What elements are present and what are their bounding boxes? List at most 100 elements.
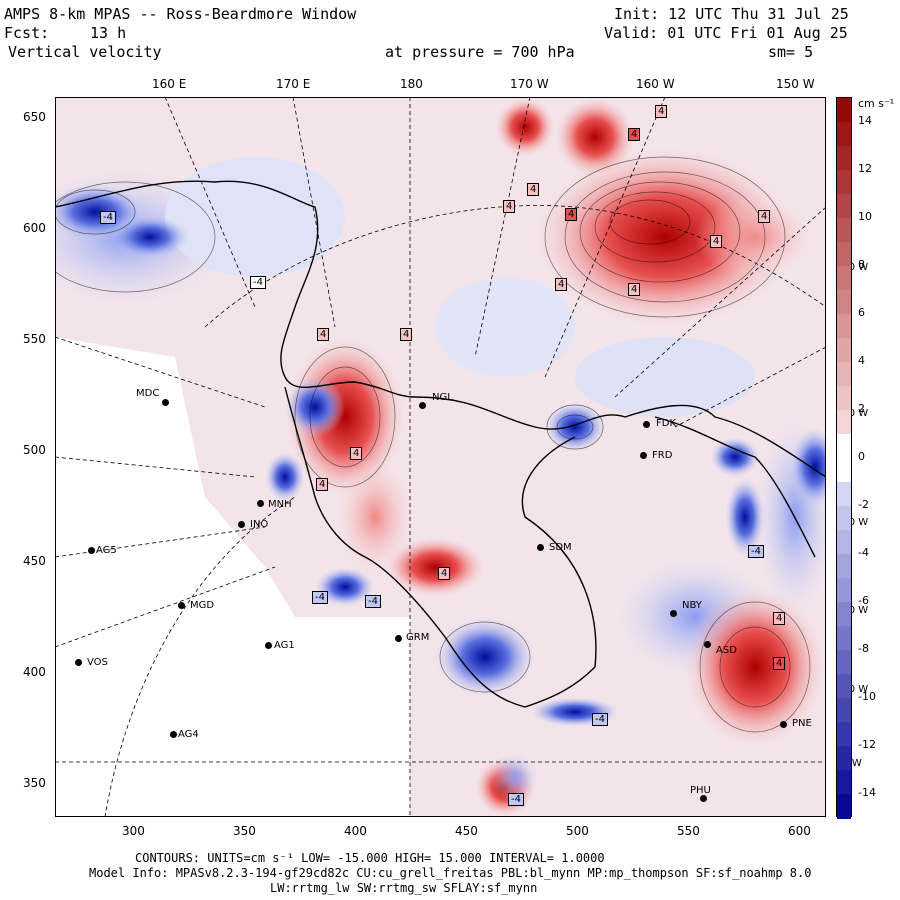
station-dot (257, 500, 264, 507)
contour-box: 4 (628, 283, 641, 296)
vertical-velocity-map (55, 97, 826, 817)
colorbar-bin (837, 482, 851, 507)
downdraft-core (435, 617, 535, 697)
downdraft-core (285, 377, 345, 437)
colorbar-bin (837, 266, 851, 291)
contour-box: -4 (365, 595, 381, 608)
contour-box: 4 (503, 200, 516, 213)
lon-label: 120 W (836, 517, 869, 528)
station-label: PHU (690, 785, 711, 796)
lon-label: 100 W (836, 684, 869, 695)
lon-label: 160 W (636, 77, 675, 91)
colorbar-bin (837, 314, 851, 339)
contour-box: 4 (316, 478, 329, 491)
contour-box: 4 (655, 105, 668, 118)
colorbar-bin (837, 650, 851, 675)
coastline (55, 180, 826, 478)
station-label: AG5 (96, 545, 117, 556)
colorbar-bin (837, 98, 851, 123)
lon-label: 150 W (776, 77, 815, 91)
colorbar (836, 97, 852, 819)
colorbar-bin (837, 218, 851, 243)
x-tick: 600 (788, 824, 811, 838)
contour-box: 4 (758, 210, 771, 223)
colorbar-tick-label: 14 (858, 114, 872, 127)
colorbar-bin (837, 170, 851, 195)
contour-box: -4 (312, 591, 328, 604)
station-dot (537, 544, 544, 551)
pressure-level: at pressure = 700 hPa (385, 43, 575, 61)
contour-box: 4 (710, 235, 723, 248)
colorbar-bin (837, 530, 851, 555)
colorbar-bin (837, 146, 851, 171)
contour-box: 4 (555, 278, 568, 291)
downdraft-region (165, 157, 345, 277)
ice-shelf-edge (284, 386, 596, 708)
valid-time: Valid: 01 UTC Fri 01 Aug 25 (604, 24, 848, 42)
colorbar-bin (837, 338, 851, 363)
contour-box: 4 (317, 328, 330, 341)
x-tick: 400 (344, 824, 367, 838)
lon-label: 110 W (836, 605, 869, 616)
colorbar-bin (837, 386, 851, 411)
downdraft-core (710, 437, 760, 477)
updraft-core (495, 97, 555, 157)
downdraft-region (490, 752, 540, 802)
station-label: FRD (652, 450, 673, 461)
colorbar-tick-label: 6 (858, 306, 865, 319)
y-tick: 500 (23, 443, 46, 457)
field-name: Vertical velocity (8, 43, 162, 61)
colorbar-tick-label: -4 (858, 546, 869, 559)
colorbar-tick-label: 4 (858, 354, 865, 367)
colorbar-bin (837, 410, 851, 435)
graticule (55, 97, 826, 817)
colorbar-tick-label: -6 (858, 594, 869, 607)
station-dot (75, 659, 82, 666)
lon-label: 180 (400, 77, 423, 91)
colorbar-tick-label: -10 (858, 690, 876, 703)
colorbar-bin (837, 578, 851, 603)
colorbar-bin (837, 122, 851, 147)
contour-box: -4 (100, 211, 116, 224)
station-label: FDK (656, 418, 677, 429)
updraft-core (555, 97, 635, 177)
station-dot (704, 641, 711, 648)
downdraft-core (265, 452, 305, 502)
colorbar-tick-label: 10 (858, 210, 872, 223)
contour-box: 4 (628, 128, 641, 141)
y-tick: 600 (23, 221, 46, 235)
map-title: AMPS 8-km MPAS -- Ross-Beardmore Window (4, 5, 357, 23)
lon-label: 170 E (276, 77, 311, 91)
downdraft-core (315, 567, 375, 607)
contour-box: 4 (773, 612, 786, 625)
no-data-region (55, 337, 410, 817)
contour-box: -4 (250, 276, 266, 289)
colorbar-tick-label: -2 (858, 498, 869, 511)
colorbar-bin (837, 794, 851, 819)
station-dot (178, 602, 185, 609)
coastline (654, 416, 816, 558)
colorbar-bin (837, 626, 851, 651)
station-label: PNE (792, 718, 812, 729)
station-dot (643, 421, 650, 428)
contour-box: 4 (438, 567, 451, 580)
contour-box: 4 (400, 328, 413, 341)
station-label: AG4 (178, 729, 199, 740)
lon-label: 170 W (510, 77, 549, 91)
x-tick: 550 (677, 824, 700, 838)
colorbar-bin (837, 770, 851, 795)
init-time: Init: 12 UTC Thu 31 Jul 25 (614, 5, 849, 23)
station-dot (238, 521, 245, 528)
updraft-core (385, 537, 485, 597)
updraft-region (695, 197, 815, 277)
station-dot (780, 721, 787, 728)
x-tick: 300 (122, 824, 145, 838)
forecast-hour: 13 h (90, 24, 127, 42)
colorbar-bin (837, 698, 851, 723)
colorbar-unit: cm s⁻¹ (858, 97, 895, 110)
downdraft-core (790, 427, 826, 507)
station-label: INO (250, 519, 269, 530)
y-tick: 400 (23, 665, 46, 679)
x-tick: 450 (455, 824, 478, 838)
station-label: NBY (682, 600, 702, 611)
